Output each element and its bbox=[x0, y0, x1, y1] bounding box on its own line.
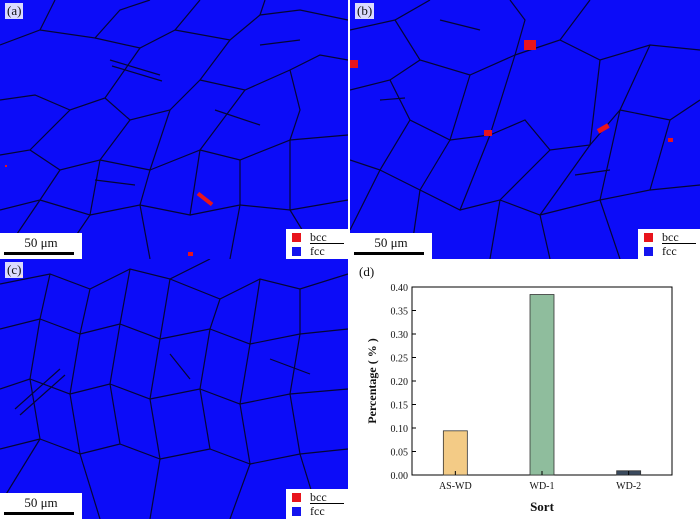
panel-a-phase-map: (a) 50 μm bcc fcc bbox=[0, 0, 348, 259]
legend-item-fcc: fcc bbox=[292, 504, 325, 518]
legend-label-bcc: bcc bbox=[662, 230, 679, 244]
scale-bar-text-b: 50 μm bbox=[374, 235, 408, 250]
legend-label-bcc: bcc bbox=[310, 490, 327, 504]
scale-bar-line-c bbox=[4, 512, 74, 515]
y-tick-label: 0.05 bbox=[391, 448, 409, 459]
panel-label-c: (c) bbox=[5, 262, 24, 278]
x-tick-label: WD-2 bbox=[616, 481, 641, 492]
panel-label-d: (d) bbox=[359, 264, 375, 279]
x-axis-label: Sort bbox=[530, 499, 555, 514]
legend-c: bcc fcc bbox=[286, 489, 348, 519]
bcc-swatch bbox=[292, 493, 301, 502]
scale-bar-c: 50 μm bbox=[0, 493, 82, 519]
legend-label-bcc: bcc bbox=[310, 230, 327, 244]
y-tick-label: 0.25 bbox=[391, 354, 409, 365]
legend-divider bbox=[662, 243, 696, 244]
fcc-swatch bbox=[292, 507, 301, 516]
bars bbox=[442, 294, 642, 476]
grain-boundaries bbox=[350, 0, 700, 259]
x-tick-label: WD-1 bbox=[530, 481, 555, 492]
legend-item-fcc: fcc bbox=[644, 244, 677, 258]
legend-item-bcc: bcc bbox=[644, 230, 679, 244]
panel-b-phase-map: (b) 50 μm bcc fcc bbox=[350, 0, 700, 259]
y-tick-label: 0.35 bbox=[391, 307, 409, 318]
legend-label-fcc: fcc bbox=[662, 244, 677, 258]
phase-map-c bbox=[0, 259, 348, 519]
panel-label-a: (a) bbox=[5, 3, 24, 19]
legend-item-bcc: bcc bbox=[292, 490, 327, 504]
map-background bbox=[350, 0, 700, 259]
map-background bbox=[0, 0, 348, 259]
scale-bar-text-a: 50 μm bbox=[24, 235, 58, 250]
panel-d-bar-chart: (d) 0.00 0.05 0.10 0.15 0.20 0.25 0.30 0.35 0.40… bbox=[350, 259, 700, 519]
y-tick-label: 0.10 bbox=[391, 424, 409, 435]
bcc-swatch bbox=[292, 233, 301, 242]
panel-label-b: (b) bbox=[355, 3, 375, 19]
fcc-swatch bbox=[292, 247, 301, 256]
phase-map-b bbox=[350, 0, 700, 259]
map-background bbox=[0, 259, 348, 519]
bcc-phase-regions bbox=[350, 40, 673, 142]
scale-bar-b: 50 μm bbox=[350, 233, 432, 259]
panel-c-phase-map: (c) 50 μm bcc fcc bbox=[0, 259, 348, 519]
legend-item-bcc: bcc bbox=[292, 230, 327, 244]
legend-divider bbox=[310, 503, 344, 504]
y-tick-label: 0.40 bbox=[391, 283, 409, 294]
legend-b: bcc fcc bbox=[638, 229, 700, 259]
legend-label-fcc: fcc bbox=[310, 244, 325, 258]
bar-chart: 0.00 0.05 0.10 0.15 0.20 0.25 0.30 0.35 0.40 AS-… bbox=[365, 283, 673, 514]
bcc-phase-regions bbox=[5, 165, 214, 256]
y-tick-label: 0.20 bbox=[391, 377, 409, 388]
legend-divider bbox=[310, 243, 344, 244]
phase-map-a bbox=[0, 0, 348, 259]
y-axis-ticks: 0.00 0.05 0.10 0.15 0.20 0.25 0.30 0.35 0.40 bbox=[391, 283, 416, 482]
scale-bar-line-b bbox=[354, 252, 424, 255]
legend-item-fcc: fcc bbox=[292, 244, 325, 258]
y-tick-label: 0.00 bbox=[391, 471, 409, 482]
bar-wd-1 bbox=[529, 294, 555, 476]
bcc-swatch bbox=[644, 233, 653, 242]
bar-as-wd bbox=[442, 430, 468, 476]
y-axis-label: Percentage ( % ) bbox=[365, 338, 379, 423]
scale-bar-line-a bbox=[4, 252, 74, 255]
scale-bar-a: 50 μm bbox=[0, 233, 82, 259]
legend-a: bcc fcc bbox=[286, 229, 348, 259]
x-tick-label: AS-WD bbox=[439, 481, 472, 492]
x-axis-ticks: AS-WD WD-1 WD-2 bbox=[439, 471, 641, 492]
scale-bar-text-c: 50 μm bbox=[24, 495, 58, 510]
y-tick-label: 0.30 bbox=[391, 330, 409, 341]
legend-label-fcc: fcc bbox=[310, 504, 325, 518]
fcc-swatch bbox=[644, 247, 653, 256]
y-tick-label: 0.15 bbox=[391, 401, 409, 412]
